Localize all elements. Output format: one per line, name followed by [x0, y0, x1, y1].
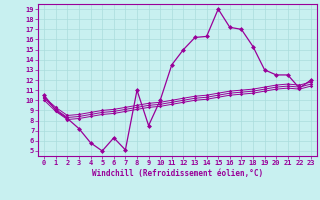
X-axis label: Windchill (Refroidissement éolien,°C): Windchill (Refroidissement éolien,°C)	[92, 169, 263, 178]
